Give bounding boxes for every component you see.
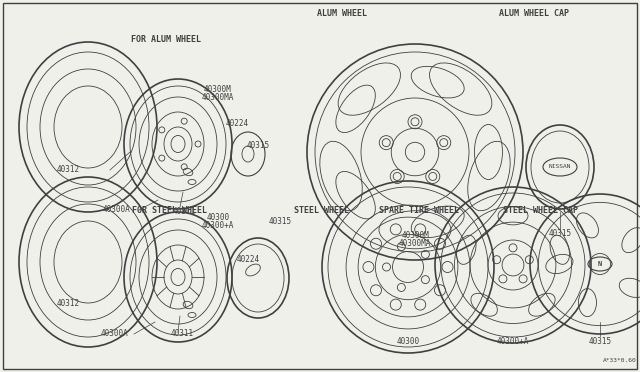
Text: 40312: 40312 [56,166,79,174]
Text: A*33*0.60: A*33*0.60 [603,357,637,362]
Text: 40312: 40312 [56,299,79,308]
Text: STEEL WHEEL CAP: STEEL WHEEL CAP [503,206,579,215]
Text: 40224: 40224 [236,256,260,264]
Text: 40311: 40311 [172,208,196,217]
Text: 40300MA: 40300MA [202,93,234,103]
Text: 40300MA: 40300MA [399,238,431,247]
Text: 40315: 40315 [246,141,269,151]
Text: 40300M: 40300M [401,231,429,240]
Text: STEEL WHEEL: STEEL WHEEL [294,206,349,215]
Text: 40315: 40315 [588,337,612,346]
Text: SPARE TIRE WHEEL: SPARE TIRE WHEEL [380,206,460,215]
Text: 40300+A: 40300+A [202,221,234,231]
Text: ALUM WHEEL: ALUM WHEEL [317,9,367,17]
Text: 40300: 40300 [396,337,420,346]
Text: FOR STEEL WHEEL: FOR STEEL WHEEL [132,206,207,215]
Text: 40311: 40311 [170,330,193,339]
Text: 40300M: 40300M [204,86,232,94]
Text: 40315: 40315 [268,218,292,227]
Text: 40300A: 40300A [100,330,128,339]
Text: NISSAN: NISSAN [548,164,572,170]
Text: 40300+A: 40300+A [497,337,529,346]
Text: N: N [598,261,602,267]
Text: 40300A: 40300A [102,205,130,215]
Text: FOR ALUM WHEEL: FOR ALUM WHEEL [131,35,202,44]
Text: 40224: 40224 [225,119,248,128]
Text: 40300: 40300 [207,214,230,222]
Text: ALUM WHEEL CAP: ALUM WHEEL CAP [499,9,570,17]
Text: 40315: 40315 [548,230,572,238]
